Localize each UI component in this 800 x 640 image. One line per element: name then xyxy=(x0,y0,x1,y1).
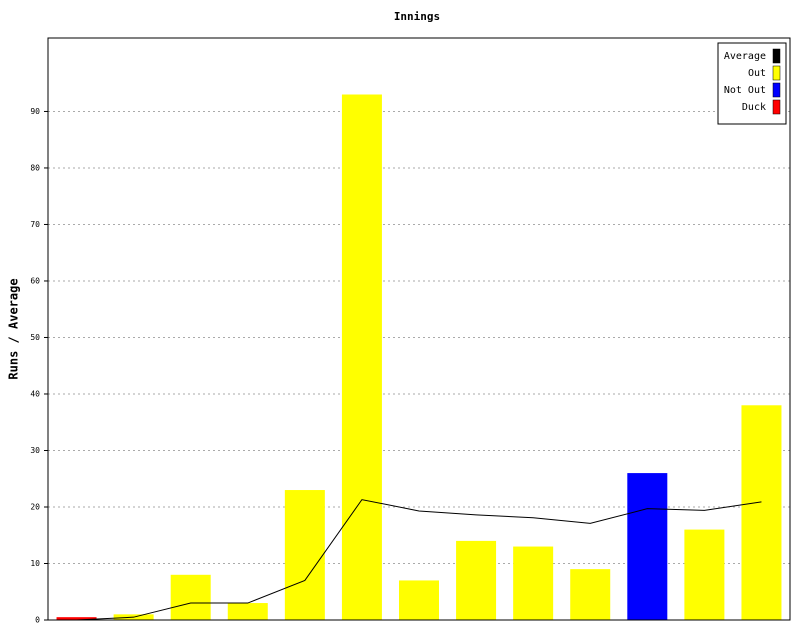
legend-label: Not Out xyxy=(724,85,766,96)
bar xyxy=(513,546,554,620)
y-tick-label: 80 xyxy=(30,163,40,172)
y-tick-label: 50 xyxy=(30,333,40,342)
bar xyxy=(284,490,325,620)
bar xyxy=(684,529,725,620)
bar xyxy=(456,540,497,620)
bar xyxy=(227,603,268,620)
legend-swatch xyxy=(772,82,781,98)
y-tick-label: 90 xyxy=(30,107,40,116)
y-tick-label: 20 xyxy=(30,502,40,511)
legend-swatch xyxy=(772,65,781,81)
chart-title: Innings xyxy=(394,10,440,23)
legend-label: Duck xyxy=(742,102,766,113)
y-tick-label: 0 xyxy=(35,616,40,625)
legend-label: Out xyxy=(748,68,766,79)
y-tick-label: 70 xyxy=(30,220,40,229)
bar xyxy=(399,580,439,620)
legend-swatch xyxy=(772,99,781,115)
y-tick-label: 10 xyxy=(30,559,40,568)
bar xyxy=(741,405,782,620)
bar xyxy=(627,473,668,620)
y-tick-label: 30 xyxy=(30,446,40,455)
bar xyxy=(341,94,382,620)
legend-swatch xyxy=(772,48,781,64)
legend-label: Average xyxy=(724,51,766,62)
y-axis-label: Runs / Average xyxy=(7,278,21,379)
y-tick-label: 60 xyxy=(30,276,40,285)
bar xyxy=(570,569,611,620)
average-line xyxy=(76,499,762,621)
bar xyxy=(56,617,97,620)
bar xyxy=(170,574,211,620)
plot-frame xyxy=(47,37,791,621)
y-tick-label: 40 xyxy=(30,389,40,398)
